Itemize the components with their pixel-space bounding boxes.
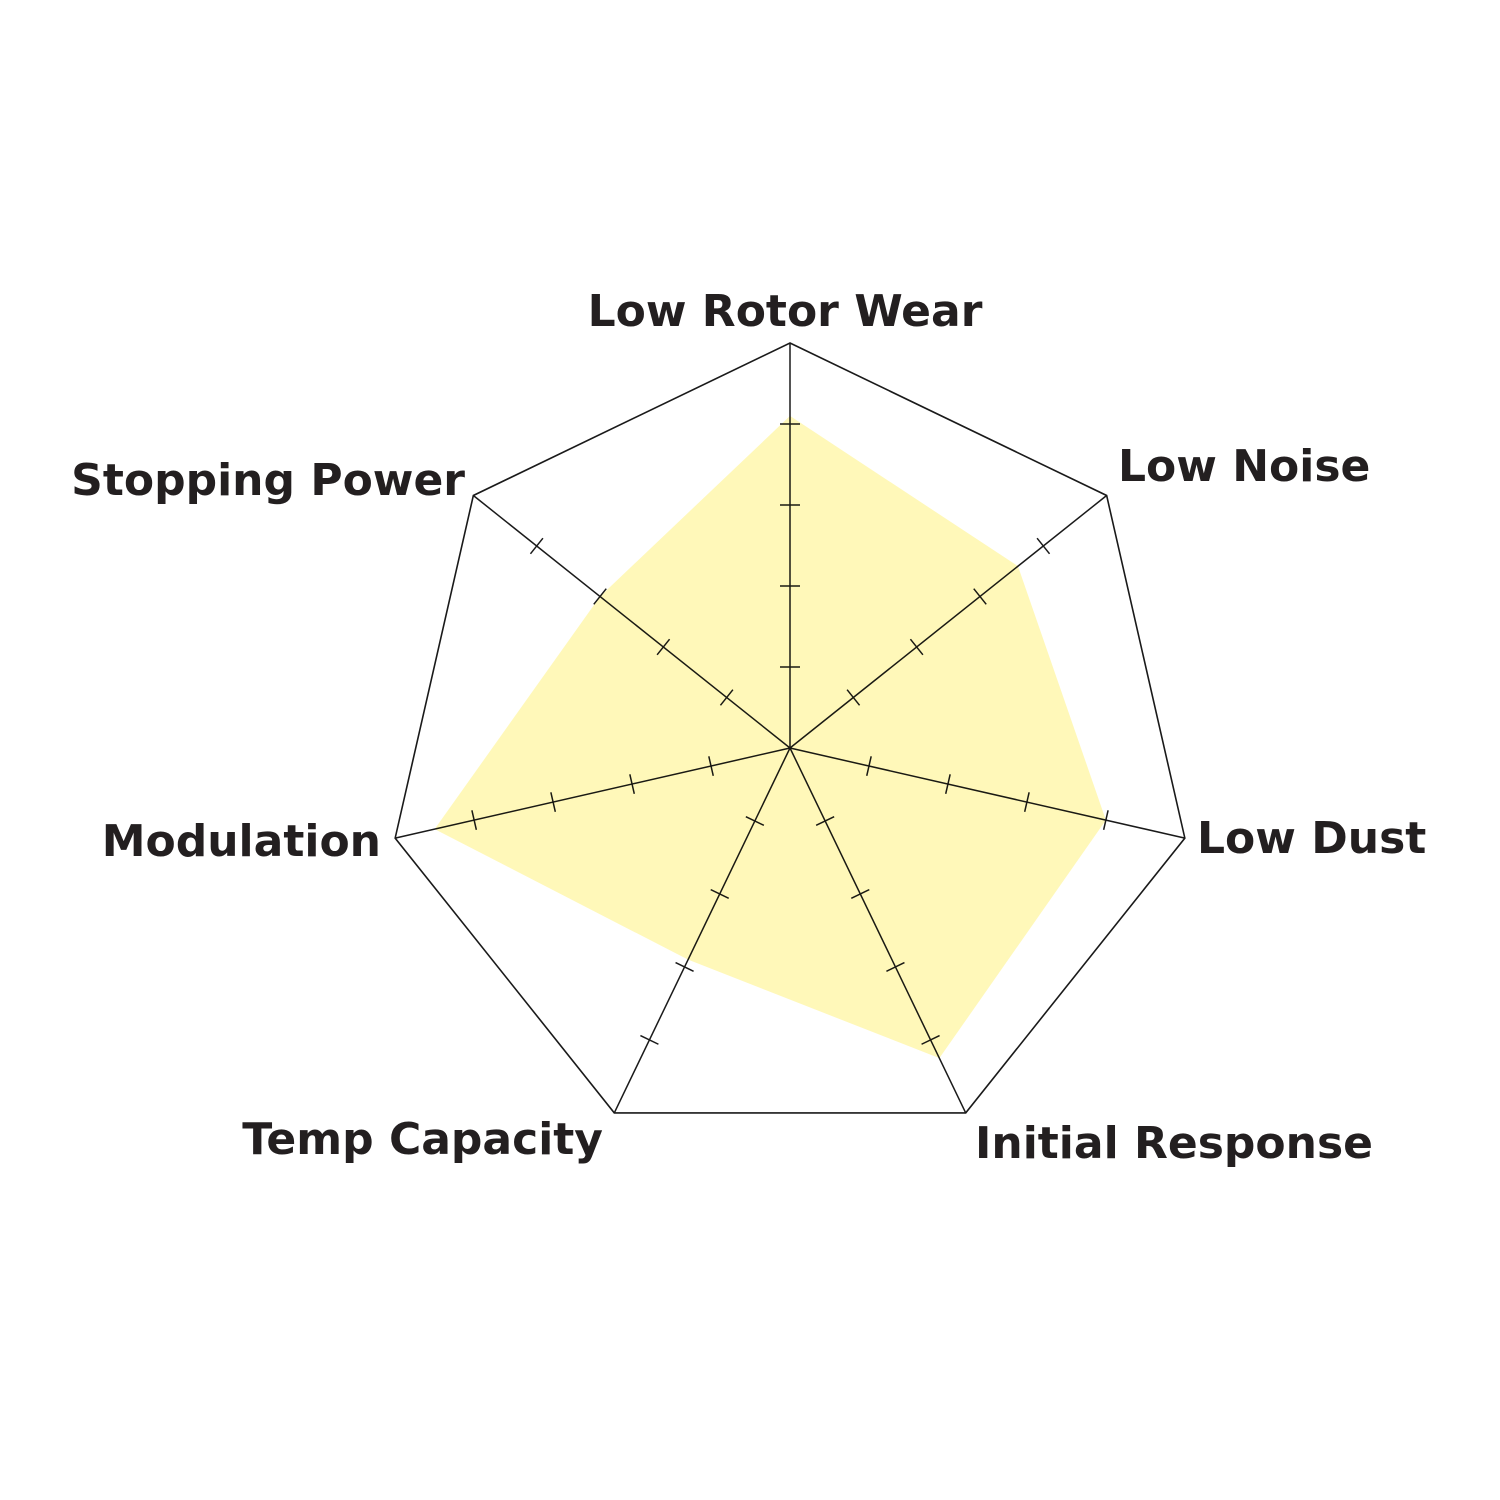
axis-label: Stopping Power (71, 455, 465, 506)
axis-label: Temp Capacity (242, 1114, 603, 1165)
axis-label: Low Dust (1197, 813, 1426, 864)
axis-tick (593, 588, 607, 605)
axis-tick (1102, 810, 1109, 831)
data-area (434, 415, 1106, 1059)
axis-label: Low Rotor Wear (588, 286, 983, 337)
axis-label: Modulation (102, 816, 381, 867)
axis-label: Initial Response (975, 1118, 1373, 1169)
axis-tick (529, 537, 544, 555)
axis-tick (640, 1034, 659, 1045)
outer-frame (394, 342, 1186, 1114)
axis-tick (1036, 537, 1051, 555)
axis-label: Low Noise (1118, 441, 1370, 492)
axis-tick (675, 961, 694, 972)
